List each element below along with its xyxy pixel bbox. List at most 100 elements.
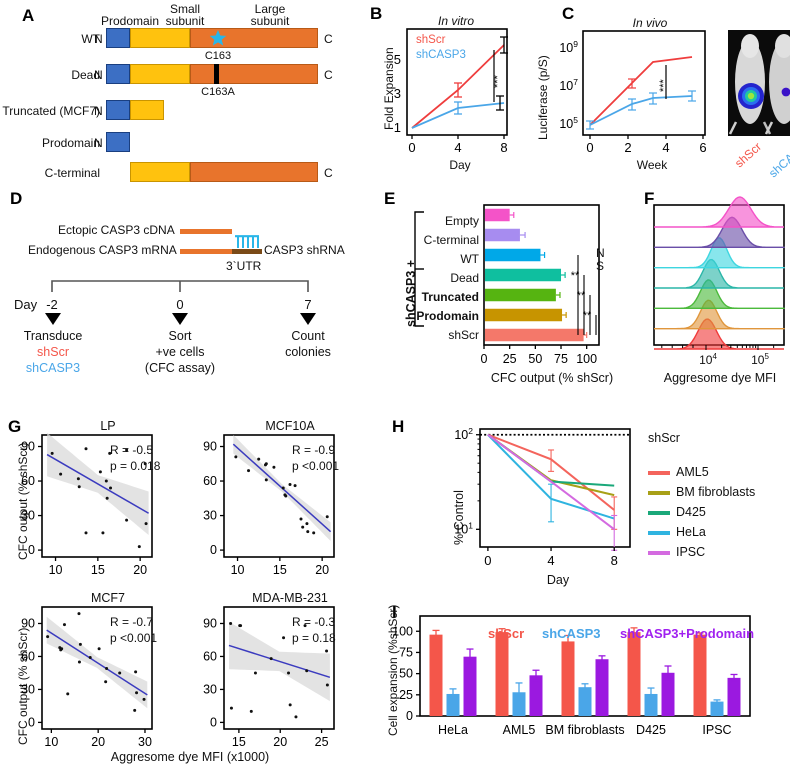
construct-label-cterminal: C-terminal	[44, 166, 100, 180]
panel-h-legend-swatch-hela	[648, 531, 670, 535]
panel-g-p-mcf10a: p <0.001	[292, 459, 340, 473]
panel-a: A Prodomain Small subunit Large subunit …	[0, 0, 360, 182]
svg-text:107: 107	[559, 77, 578, 93]
panel-h-legend-swatch-bm	[648, 491, 670, 495]
panel-i-legend-shcasp3: shCASP3	[542, 626, 601, 641]
bar-dead-large	[190, 64, 318, 84]
panel-c-image-label-shcasp3: shCASP3	[766, 135, 790, 181]
panel-g: G CFC output (% shScr) CFC output (% shS…	[0, 395, 380, 769]
svg-text:90: 90	[203, 616, 217, 630]
svg-text:105: 105	[559, 115, 578, 131]
panel-g-p-mcf7: p <0.001	[110, 631, 158, 645]
panel-g-plot-mdamb231: 15 20 25 0 30 60 90	[203, 606, 335, 749]
svg-text:4: 4	[662, 140, 669, 155]
panel-h-legend-aml5: AML5	[676, 465, 709, 479]
panel-b-plot: 1 3 5 0 4 8	[394, 28, 508, 155]
bar-cterminal-small	[130, 162, 190, 182]
svg-text:30: 30	[21, 509, 35, 523]
svg-text:101: 101	[454, 520, 473, 536]
cterm-wt: C	[324, 32, 333, 46]
svg-text:4: 4	[454, 140, 461, 155]
svg-text:8: 8	[500, 140, 507, 155]
panel-e-plot: 0 25 50 75 100 ** ** **	[481, 204, 600, 366]
panel-c-letter: C	[562, 4, 575, 23]
svg-text:20: 20	[133, 563, 147, 577]
panel-a-large-subunit-label-2: subunit	[250, 14, 290, 28]
panel-h-legend-swatch-ipsc	[648, 551, 670, 555]
svg-text:50: 50	[399, 667, 413, 681]
svg-text:0: 0	[406, 709, 413, 723]
panel-d-letter: D	[10, 189, 23, 208]
panel-d-step3-line1: Count	[291, 329, 325, 343]
bar-truncated-prodomain	[106, 100, 130, 120]
panel-e-cat-dead: Dead	[450, 271, 479, 285]
panel-c-plot: 109 107 105 0 2 4 6	[559, 30, 707, 155]
panel-g-xlabel: Aggresome dye MFI (x1000)	[110, 750, 270, 764]
panel-g-title-mcf10a: MCF10A	[265, 419, 315, 433]
construct-label-truncated: Truncated (MCF7)	[2, 104, 100, 118]
svg-text:0: 0	[586, 140, 593, 155]
mouse-bioluminescence-image	[728, 30, 790, 136]
annotation-c163a: C163A	[201, 86, 235, 98]
panel-h-legend-swatch-aml5	[648, 471, 670, 475]
bar-prodomain-prodomain	[106, 132, 130, 152]
panel-e-letter: E	[384, 189, 396, 208]
svg-text:25: 25	[503, 352, 517, 366]
bar-dead-small	[130, 64, 190, 84]
panel-d-step2-line1: Sort	[168, 329, 192, 343]
panel-b-legend-shscr: shScr	[416, 34, 446, 46]
cterm-cterminal: C	[324, 166, 333, 180]
bar-truncated-small	[130, 100, 164, 120]
panel-g-p-lp: p = 0.018	[110, 459, 161, 473]
svg-text:100: 100	[576, 352, 597, 366]
panel-e-cat-cterminal: C-terminal	[423, 233, 479, 247]
svg-text:20: 20	[273, 735, 287, 749]
panel-g-r-mcf10a: R = -0.9	[292, 443, 336, 457]
panel-b-letter: B	[370, 4, 383, 23]
panel-h-legend-swatch-d425	[648, 511, 670, 515]
panel-f-xtick-2: 105	[751, 352, 769, 367]
panel-h-plot: 0 4 8 102 101	[454, 426, 631, 568]
svg-text:15: 15	[232, 735, 246, 749]
panel-e-group-bracket	[414, 211, 424, 327]
panel-d-step1-line2: shScr	[37, 345, 69, 359]
panel-h-letter: H	[392, 417, 405, 436]
panel-e-cat-empty: Empty	[444, 214, 479, 228]
panel-g-plot-mcf7: 10 20 30 0 30 60 90	[21, 606, 153, 749]
svg-text:25: 25	[315, 735, 329, 749]
panel-e-ns-label-line2: S	[596, 259, 605, 273]
panel-a-letter: A	[22, 6, 35, 25]
svg-text:0: 0	[484, 553, 491, 568]
panel-d-timeline-bracket	[51, 280, 309, 292]
svg-text:HeLa: HeLa	[438, 723, 468, 737]
svg-text:90: 90	[21, 440, 35, 454]
svg-text:15: 15	[273, 563, 287, 577]
panel-c-image-label-shscr: shScr	[732, 139, 765, 171]
panel-d-day-label: Day	[14, 297, 38, 312]
panel-g-letter: G	[8, 417, 22, 436]
panel-d-arrowheads	[45, 313, 316, 325]
nterm-dead: N	[94, 68, 103, 82]
panel-b-title: In vitro	[437, 14, 475, 28]
svg-text:IPSC: IPSC	[702, 723, 731, 737]
svg-text:30: 30	[138, 735, 152, 749]
panel-e-ns-label-line1: N	[596, 246, 605, 260]
svg-text:0: 0	[28, 543, 35, 557]
bar-dead-prodomain	[106, 64, 130, 84]
panel-c-title: In vivo	[632, 16, 668, 30]
cterm-dead: C	[324, 68, 333, 82]
panel-c: C In vivo Luciferase (p/S) Week 109 107 …	[520, 0, 790, 180]
panel-g-plot-mcf10a: 10 15 20 0 30 60 90	[203, 434, 335, 577]
svg-text:30: 30	[203, 682, 217, 696]
svg-text:10: 10	[44, 735, 58, 749]
svg-text:75: 75	[554, 352, 568, 366]
panel-d-step3-line2: colonies	[285, 345, 331, 359]
svg-text:25: 25	[399, 688, 413, 702]
panel-g-title-mcf7: MCF7	[90, 591, 126, 605]
panel-b-legend-shcasp3: shCASP3	[416, 49, 466, 61]
panel-h-legend-ipsc: IPSC	[676, 545, 706, 559]
panel-e-cat-prodomain: Prodomain	[416, 309, 479, 323]
panel-h-ylabel: % Control	[452, 490, 466, 545]
panel-g-r-lp: R = -0.5	[110, 443, 154, 457]
svg-text:0: 0	[28, 715, 35, 729]
